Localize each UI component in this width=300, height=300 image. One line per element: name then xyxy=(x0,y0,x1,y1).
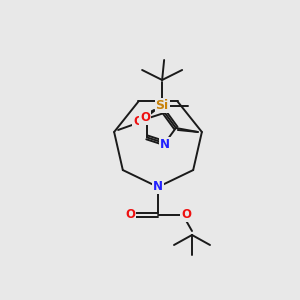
Text: N: N xyxy=(153,181,163,194)
Text: O: O xyxy=(125,208,135,221)
Text: Si: Si xyxy=(156,100,169,112)
Text: O: O xyxy=(133,116,143,128)
Text: N: N xyxy=(160,138,170,151)
Text: O: O xyxy=(181,208,191,221)
Text: O: O xyxy=(140,111,150,124)
